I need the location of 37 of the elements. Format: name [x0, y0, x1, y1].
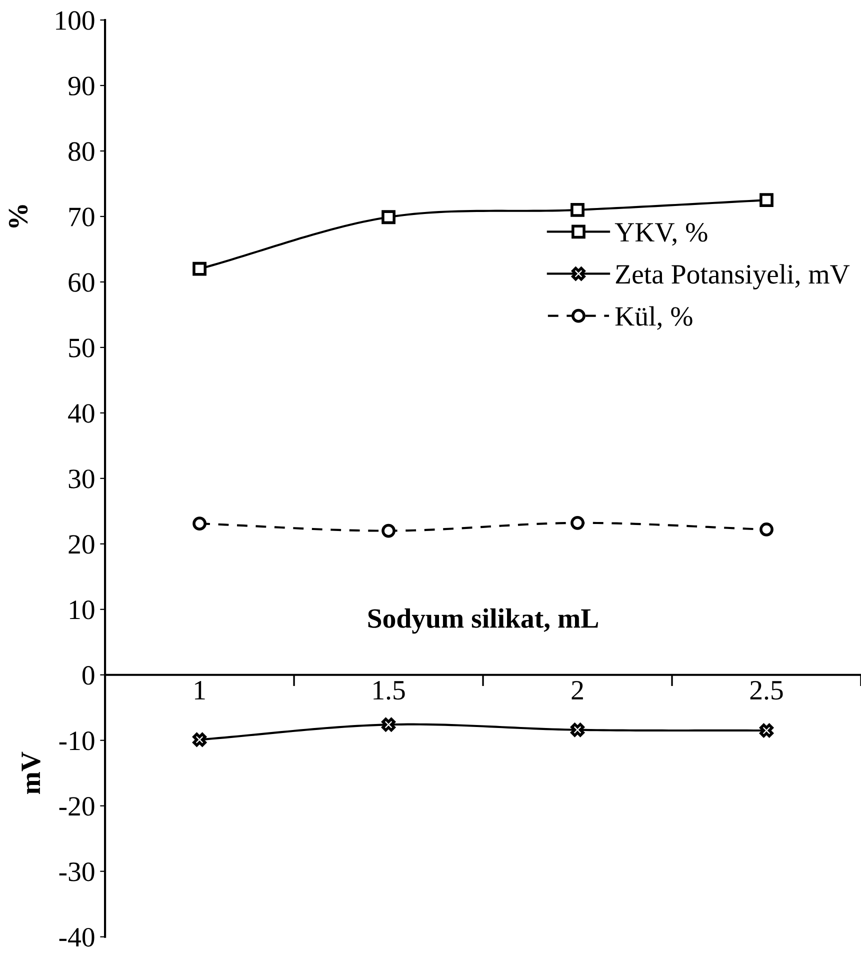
y-tick-label: 90 — [68, 76, 94, 96]
x-tick-label: 1.5 — [374, 681, 405, 700]
point — [760, 724, 774, 738]
y-tick-label: 100 — [56, 11, 94, 30]
point — [192, 732, 206, 747]
y-tick-label: -10 — [59, 732, 94, 750]
y-tick-label: 70 — [69, 208, 94, 226]
point — [760, 522, 774, 536]
y-tick-label: 10 — [70, 600, 94, 620]
point — [382, 718, 396, 732]
y-tick-label: 60 — [68, 273, 94, 292]
y-tick-label: -40 — [59, 928, 94, 947]
point — [382, 524, 396, 538]
y-tick-label: 40 — [68, 404, 94, 423]
y-tick-label: 0 — [82, 666, 94, 685]
y-tick-label: 80 — [68, 142, 94, 161]
point — [760, 193, 774, 208]
legend-label: Zeta Potansiyeli, mV — [616, 264, 850, 290]
point — [192, 262, 206, 276]
point — [192, 516, 206, 531]
x-tick-label: 2.5 — [750, 680, 783, 700]
point — [570, 722, 584, 737]
legend-label: YKV, % — [614, 222, 708, 246]
point — [570, 202, 584, 217]
point — [382, 210, 396, 224]
y-tick-label: 20 — [68, 535, 94, 554]
y-tick-label: 50 — [69, 338, 94, 358]
text: mV — [22, 752, 40, 794]
x-axis-title: Sodyum silikat, mL — [368, 608, 598, 634]
y-tick-label: -20 — [59, 796, 94, 816]
legend-label: Kül, % — [615, 306, 692, 330]
point — [570, 516, 584, 530]
y-tick-label: -30 — [59, 862, 94, 882]
y-tick-label: 30 — [68, 470, 94, 488]
y-axis-title: % — [8, 205, 28, 228]
x-tick-label: 1 — [195, 681, 205, 700]
x-tick-label: 2 — [572, 680, 583, 700]
